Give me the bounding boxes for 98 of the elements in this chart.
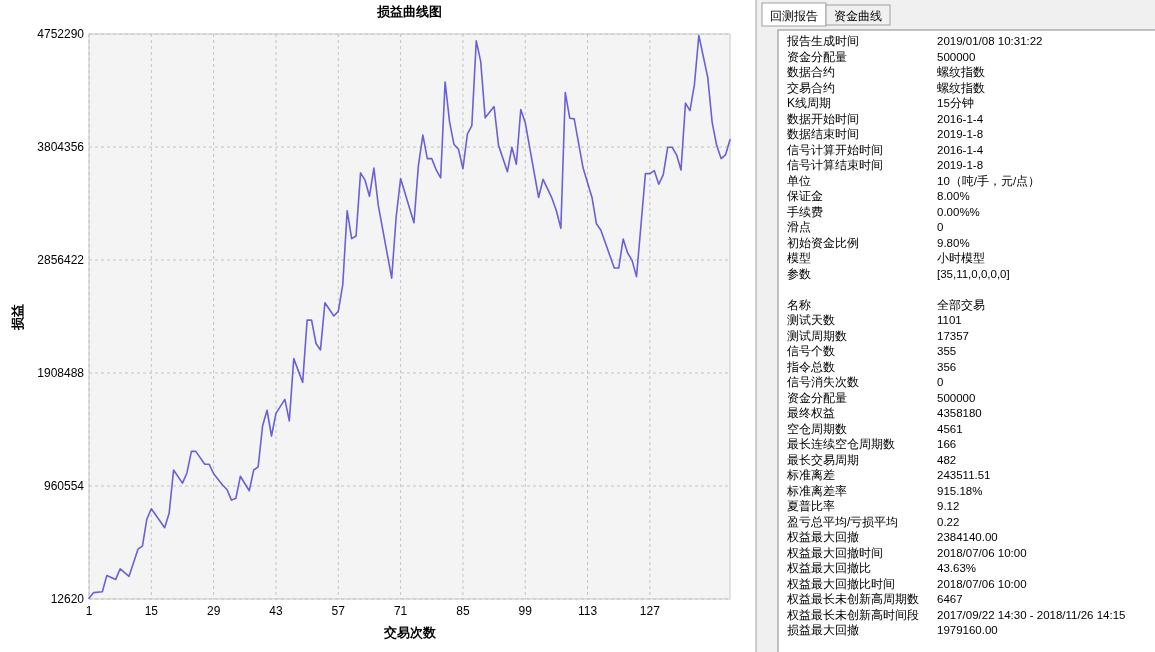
text: 信号个数	[787, 344, 835, 358]
text: 权益最长未创新高周期数	[786, 592, 919, 606]
text: 2019-1-8	[937, 128, 984, 140]
text: 信号消失次数	[787, 375, 859, 389]
text: 模型	[787, 251, 811, 265]
text: 夏普比率	[787, 499, 835, 513]
chart-title: 损益曲线图	[376, 4, 442, 19]
text: K线周期	[787, 96, 832, 110]
x-tick-label: 15	[144, 604, 159, 618]
text: 数据结束时间	[787, 127, 859, 141]
text: 资金分配量	[787, 49, 847, 64]
text: 2018/07/06 10:00	[937, 577, 1027, 590]
text: 10（吨/手，元/点）	[937, 173, 1041, 188]
text: 2016-1-4	[937, 112, 984, 125]
text: 最长交易周期	[787, 452, 859, 467]
text: 数据合约	[787, 65, 835, 79]
text: 权益最大回撤时间	[786, 545, 883, 560]
y-tick-label: 4752290	[37, 27, 85, 41]
text: 9.12	[937, 500, 960, 512]
text: 回测报告	[770, 9, 818, 23]
text: 2016-1-4	[937, 143, 984, 156]
text: 手续费	[787, 204, 823, 219]
text: 参数	[787, 266, 811, 281]
text: 报告生成时间	[786, 34, 859, 48]
text: 915.18%	[937, 484, 983, 497]
text: 0.22	[937, 515, 960, 528]
text: 交易合约	[787, 80, 835, 95]
text: 2019-1-8	[937, 159, 984, 171]
text: 测试天数	[787, 313, 835, 327]
x-axis-title: 交易次数	[382, 625, 437, 640]
text: 资金曲线	[834, 9, 882, 23]
text: 8.00%	[937, 190, 970, 202]
x-tick-label: 43	[269, 604, 283, 618]
text: 小时模型	[937, 252, 985, 264]
text: 482	[937, 453, 957, 466]
text: 最终权益	[787, 406, 835, 420]
text: 9.80%	[937, 236, 970, 249]
text: 螺纹指数	[937, 66, 985, 78]
text: 355	[937, 345, 957, 357]
text: 17357	[937, 329, 969, 342]
text: 166	[937, 438, 957, 450]
text: 权益最大回撤比	[786, 561, 871, 575]
text: 螺纹指数	[937, 81, 985, 94]
text: 名称	[787, 297, 811, 312]
text: 初始资金比例	[787, 235, 859, 250]
text: 保证金	[787, 189, 823, 203]
text: 指令总数	[786, 359, 835, 374]
x-tick-label: 113	[577, 604, 598, 618]
y-tick-label: 960554	[43, 479, 85, 493]
text: 信号计算开始时间	[787, 142, 883, 157]
text: 标准离差	[786, 468, 835, 482]
text: 2384140.00	[937, 531, 998, 543]
text: 500000	[937, 50, 976, 63]
text: 测试周期数	[787, 328, 847, 343]
text: 0	[937, 376, 944, 388]
text: 标准离差率	[786, 483, 847, 498]
x-tick-label: 29	[206, 604, 221, 618]
line-series	[88, 34, 731, 600]
text: 4358180	[937, 407, 982, 419]
x-tick-label: 1	[85, 604, 93, 618]
text: 损益最大回撤	[787, 623, 859, 637]
text: 权益最大回撤	[786, 530, 859, 544]
text: 信号计算结束时间	[787, 158, 883, 172]
text: 滑点	[787, 220, 811, 234]
y-axis-title: 损益	[10, 303, 25, 331]
text: 权益最大回撤比时间	[786, 576, 895, 591]
text: 1101	[937, 314, 962, 326]
text: 盈亏总平均/亏损平均	[787, 514, 899, 529]
text: 2019/01/08 10:31:22	[937, 35, 1043, 47]
text: 空仓周期数	[787, 421, 847, 436]
text: 4561	[937, 422, 963, 435]
text: 500000	[937, 391, 976, 404]
x-tick-label: 99	[518, 604, 533, 618]
text: 单位	[787, 173, 811, 188]
text: 2017/09/22 14:30 - 2018/11/26 14:15	[937, 608, 1126, 621]
text: 资金分配量	[787, 390, 847, 405]
text: 权益最长未创新高时间段	[786, 607, 919, 622]
text: 1979160.00	[937, 624, 998, 636]
text: [35,11,0,0,0,0]	[937, 267, 1010, 280]
x-tick-label: 57	[331, 604, 346, 618]
text: 356	[937, 360, 957, 373]
text: 最长连续空仓周期数	[787, 437, 895, 451]
text: 0	[937, 221, 944, 233]
text: 0.00%%	[937, 205, 980, 218]
text: 6467	[937, 593, 963, 605]
y-tick-label: 12620	[50, 592, 85, 606]
text: 243511.51	[937, 469, 991, 481]
y-tick-label: 2856422	[37, 253, 85, 267]
x-tick-label: 71	[393, 604, 408, 618]
text: 全部交易	[937, 297, 985, 311]
text: 43.63%	[937, 562, 977, 574]
text: 2018/07/06 10:00	[937, 546, 1027, 559]
text: 数据开始时间	[787, 111, 859, 126]
y-tick-label: 1908488	[37, 366, 85, 380]
x-tick-label: 85	[456, 604, 470, 618]
y-tick-label: 3804356	[37, 140, 85, 154]
x-tick-label: 127	[639, 604, 661, 618]
text: 15分钟	[937, 97, 974, 109]
